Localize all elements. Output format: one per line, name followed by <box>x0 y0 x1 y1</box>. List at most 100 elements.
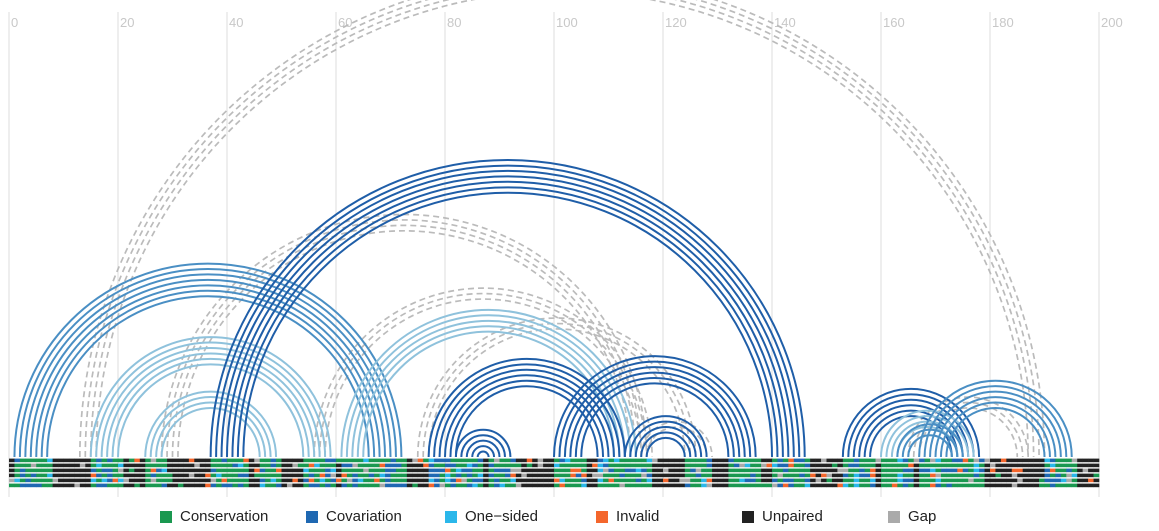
track-cell <box>390 473 397 478</box>
track-cell <box>423 483 429 488</box>
track-cell <box>401 483 408 488</box>
legend-swatch-conservation <box>160 510 172 523</box>
track-cell <box>172 478 179 483</box>
track-cell <box>1082 463 1089 468</box>
track-cell <box>984 458 991 463</box>
track-cell <box>761 473 767 478</box>
track-cell <box>1039 463 1045 468</box>
track-cell <box>428 458 435 463</box>
track-cell <box>79 468 86 473</box>
track-cell <box>663 478 669 483</box>
track-cell <box>810 483 816 488</box>
track-cell <box>205 478 211 483</box>
track-cell <box>924 473 931 478</box>
track-cell <box>526 458 533 463</box>
track-cell <box>641 473 647 478</box>
track-cell <box>1049 483 1056 488</box>
track-cell <box>428 478 435 483</box>
track-cell <box>265 458 271 463</box>
track-cell <box>161 478 168 483</box>
track-cell <box>455 463 462 468</box>
arc-153-178-5 <box>869 415 953 458</box>
track-cell <box>188 463 195 468</box>
arc-15-59-3 <box>106 352 316 458</box>
track-cell <box>379 483 386 488</box>
track-cell <box>1011 483 1018 488</box>
track-cell <box>1071 483 1078 488</box>
track-cell <box>1006 468 1013 473</box>
track-cell <box>891 468 898 473</box>
track-cell <box>499 478 506 483</box>
track-cell <box>172 473 179 478</box>
track-cell <box>799 483 805 488</box>
track-cell <box>205 473 211 478</box>
track-cell <box>592 483 598 488</box>
track-cell <box>210 468 217 473</box>
track-cell <box>96 458 102 463</box>
track-cell <box>782 458 789 463</box>
track-cell <box>286 468 293 473</box>
track-cell <box>123 468 130 473</box>
legend-label-unpaired: Unpaired <box>762 508 823 525</box>
track-cell <box>968 468 974 473</box>
track-cell <box>908 483 914 488</box>
track-cell <box>810 463 816 468</box>
tick-label-20: 20 <box>120 15 134 30</box>
track-cell <box>788 463 795 468</box>
arc-25-49-0 <box>144 390 278 458</box>
track-cell <box>570 478 577 483</box>
track-cell <box>902 463 909 468</box>
track-cell <box>772 478 778 483</box>
track-cell <box>314 473 320 478</box>
track-cell <box>297 468 304 473</box>
track-cell <box>766 468 773 473</box>
track-cell <box>205 483 211 488</box>
track-cell <box>1055 463 1062 468</box>
track-cell <box>663 483 669 488</box>
track-cell <box>690 478 696 483</box>
track-cell <box>14 468 21 473</box>
track-cell <box>799 468 805 473</box>
track-cell <box>581 478 587 483</box>
track-cell <box>881 473 887 478</box>
track-cell <box>79 463 86 468</box>
track-cell <box>314 483 320 488</box>
track-cell <box>363 473 369 478</box>
track-cell <box>946 458 953 463</box>
track-cell <box>603 478 609 483</box>
track-cell <box>357 458 364 463</box>
track-cell <box>575 473 582 478</box>
track-cell <box>984 468 991 473</box>
track-cell <box>772 463 778 468</box>
track-cell <box>990 458 996 463</box>
track-cell <box>924 468 931 473</box>
track-cell <box>902 478 909 483</box>
track-cell <box>483 483 489 488</box>
track-cell <box>962 483 969 488</box>
track-cell <box>859 473 865 478</box>
track-cell <box>412 478 419 483</box>
track-cell <box>1022 478 1029 483</box>
arc-15-59-4 <box>111 357 310 458</box>
track-cell <box>319 483 326 488</box>
track-cell <box>624 463 631 468</box>
track-cell <box>935 463 942 468</box>
track-cell <box>826 483 833 488</box>
track-cell <box>864 478 871 483</box>
track-cell <box>1093 468 1100 473</box>
track-cell <box>368 463 375 468</box>
track-cell <box>842 463 849 468</box>
track-cell <box>548 473 555 478</box>
track-cell <box>641 458 647 463</box>
track-cell <box>755 468 762 473</box>
track-cell <box>706 473 713 478</box>
track-cell <box>613 473 620 478</box>
track-cell <box>286 473 293 478</box>
track-cell <box>826 473 833 478</box>
track-cell <box>733 463 740 468</box>
track-cell <box>25 478 32 483</box>
arc-56-118-1 <box>318 292 648 458</box>
track-cell <box>276 463 282 468</box>
track-cell <box>374 473 380 478</box>
track-cell <box>434 468 440 473</box>
